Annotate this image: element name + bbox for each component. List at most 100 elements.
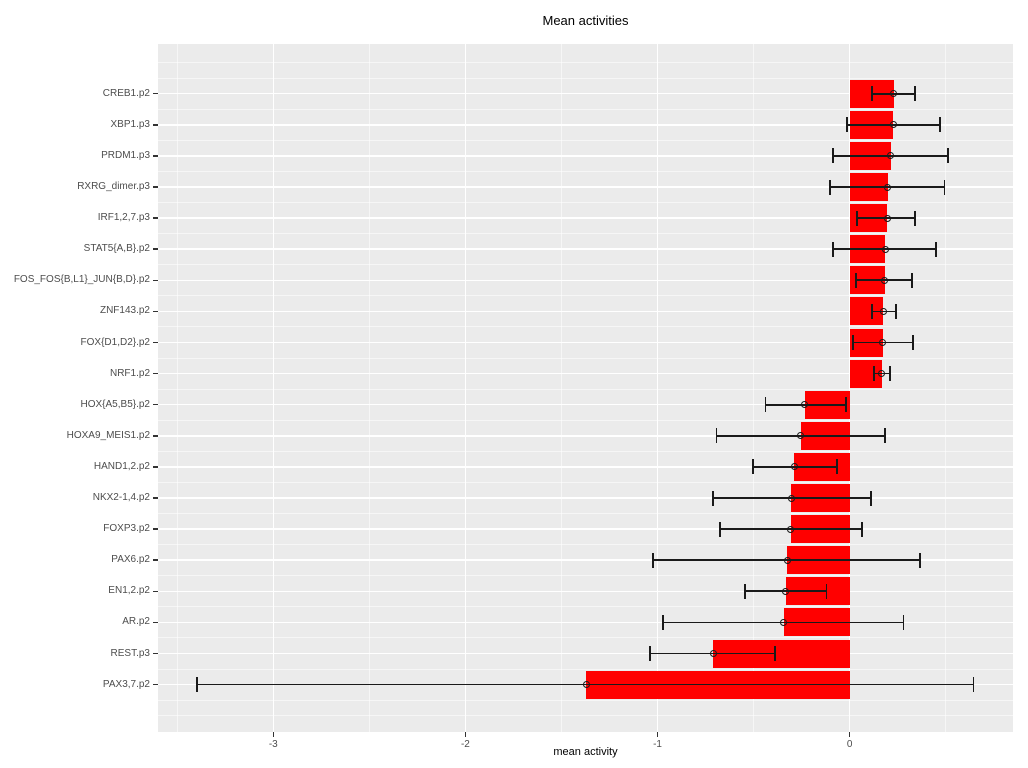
h-major-gridline: [158, 248, 1013, 250]
errorbar-cap-low: [652, 552, 655, 568]
y-tick-mark: [153, 310, 158, 313]
errorbar-cap-high: [883, 428, 886, 444]
mean-point-marker: [787, 494, 795, 502]
errorbar-cap-low: [719, 521, 721, 537]
errorbar-cap-low: [715, 428, 718, 444]
h-minor-gridline: [158, 668, 1013, 670]
h-major-gridline: [158, 403, 1013, 406]
y-tick-label: STAT5{A,B}.p2: [83, 243, 150, 255]
errorbar-cap-high: [825, 583, 828, 599]
y-tick-label: PAX3,7.p2: [102, 678, 150, 690]
h-major-gridline: [158, 372, 1013, 375]
y-tick-mark: [153, 155, 158, 157]
h-major-gridline: [158, 621, 1013, 624]
h-major-gridline: [158, 217, 1013, 219]
y-tick-label: AR.p2: [122, 616, 150, 628]
h-minor-gridline: [158, 264, 1013, 266]
h-minor-gridline: [158, 233, 1013, 235]
h-major-gridline: [158, 435, 1013, 437]
errorbar-cap-low: [751, 459, 754, 475]
y-tick-mark: [153, 248, 158, 250]
mean-point-marker: [787, 525, 795, 533]
y-tick-label: FOX{D1,D2}.p2: [80, 336, 150, 348]
errorbar-cap-high: [946, 148, 949, 164]
errorbar-cap-high: [870, 490, 873, 506]
h-minor-gridline: [158, 77, 1013, 79]
h-major-gridline: [158, 466, 1013, 468]
y-tick-mark: [153, 279, 158, 282]
x-tick-mark: [656, 732, 659, 737]
errorbar-cap-low: [828, 179, 831, 195]
h-minor-gridline: [158, 715, 1013, 717]
h-minor-gridline: [158, 419, 1013, 421]
errorbar-cap-high: [844, 397, 847, 413]
y-tick-label: HOXA9_MEIS1.p2: [66, 429, 150, 441]
v-major-gridline: [272, 44, 275, 732]
y-tick-label: RXRG_dimer.p3: [77, 181, 150, 192]
y-tick-mark: [153, 559, 158, 561]
errorbar-cap-low: [662, 614, 665, 630]
x-axis-title: mean activity: [553, 746, 618, 758]
h-major-gridline: [158, 590, 1013, 593]
y-tick-mark: [153, 497, 158, 499]
mean-point-marker: [790, 463, 798, 471]
errorbar-cap-low: [744, 583, 746, 599]
errorbar-cap-low: [649, 646, 651, 661]
mean-point-marker: [887, 152, 895, 160]
h-major-gridline: [158, 279, 1013, 282]
y-tick-mark: [153, 590, 158, 593]
plot-area: [158, 44, 1013, 732]
errorbar-cap-low: [832, 241, 834, 257]
mean-point-marker: [797, 432, 805, 440]
mean-point-marker: [881, 245, 889, 253]
v-minor-gridline: [945, 44, 947, 732]
y-tick-mark: [153, 435, 158, 437]
h-major-gridline: [158, 652, 1013, 655]
h-minor-gridline: [158, 637, 1013, 639]
h-minor-gridline: [158, 170, 1013, 172]
y-tick-mark: [153, 92, 158, 95]
h-major-gridline: [158, 310, 1013, 313]
mean-point-marker: [801, 401, 809, 409]
errorbar-cap-high: [972, 677, 975, 693]
h-minor-gridline: [158, 544, 1013, 546]
y-tick-mark: [153, 124, 158, 126]
h-major-gridline: [158, 124, 1013, 126]
errorbar-cap-low: [872, 366, 875, 382]
errorbar-cap-high: [914, 210, 917, 226]
y-tick-label: REST.p3: [110, 647, 150, 659]
v-minor-gridline: [753, 44, 755, 732]
mean-point-marker: [582, 681, 590, 689]
mean-point-marker: [879, 307, 887, 315]
y-tick-label: HOX{A5,B5}.p2: [80, 398, 151, 410]
errorbar-cap-low: [854, 272, 857, 288]
errorbar-cap-high: [938, 117, 941, 133]
y-tick-label: PRDM1.p3: [101, 149, 150, 161]
v-minor-gridline: [560, 44, 562, 732]
h-minor-gridline: [158, 202, 1013, 204]
y-tick-mark: [153, 186, 158, 188]
h-major-gridline: [158, 155, 1013, 157]
y-tick-label: FOXP3.p2: [103, 523, 150, 535]
y-tick-mark: [153, 403, 158, 406]
mean-point-marker: [709, 650, 717, 657]
errorbar-cap-high: [894, 303, 897, 319]
errorbar-cap-low: [871, 86, 873, 102]
y-tick-label: EN1,2.p2: [108, 585, 150, 597]
x-tick-label: 0: [846, 739, 853, 750]
v-major-gridline: [464, 44, 467, 732]
errorbar-cap-high: [902, 614, 905, 630]
errorbar-cap-low: [196, 677, 198, 693]
mean-point-marker: [881, 276, 889, 284]
y-tick-mark: [153, 528, 158, 530]
h-major-gridline: [158, 497, 1013, 499]
x-tick-mark: [464, 732, 467, 737]
y-tick-label: XBP1.p3: [110, 118, 150, 130]
h-major-gridline: [158, 341, 1013, 344]
errorbar-cap-high: [943, 179, 946, 195]
errorbar-cap-high: [911, 335, 914, 350]
errorbar-cap-high: [836, 459, 839, 475]
h-minor-gridline: [158, 575, 1013, 577]
h-minor-gridline: [158, 357, 1013, 359]
